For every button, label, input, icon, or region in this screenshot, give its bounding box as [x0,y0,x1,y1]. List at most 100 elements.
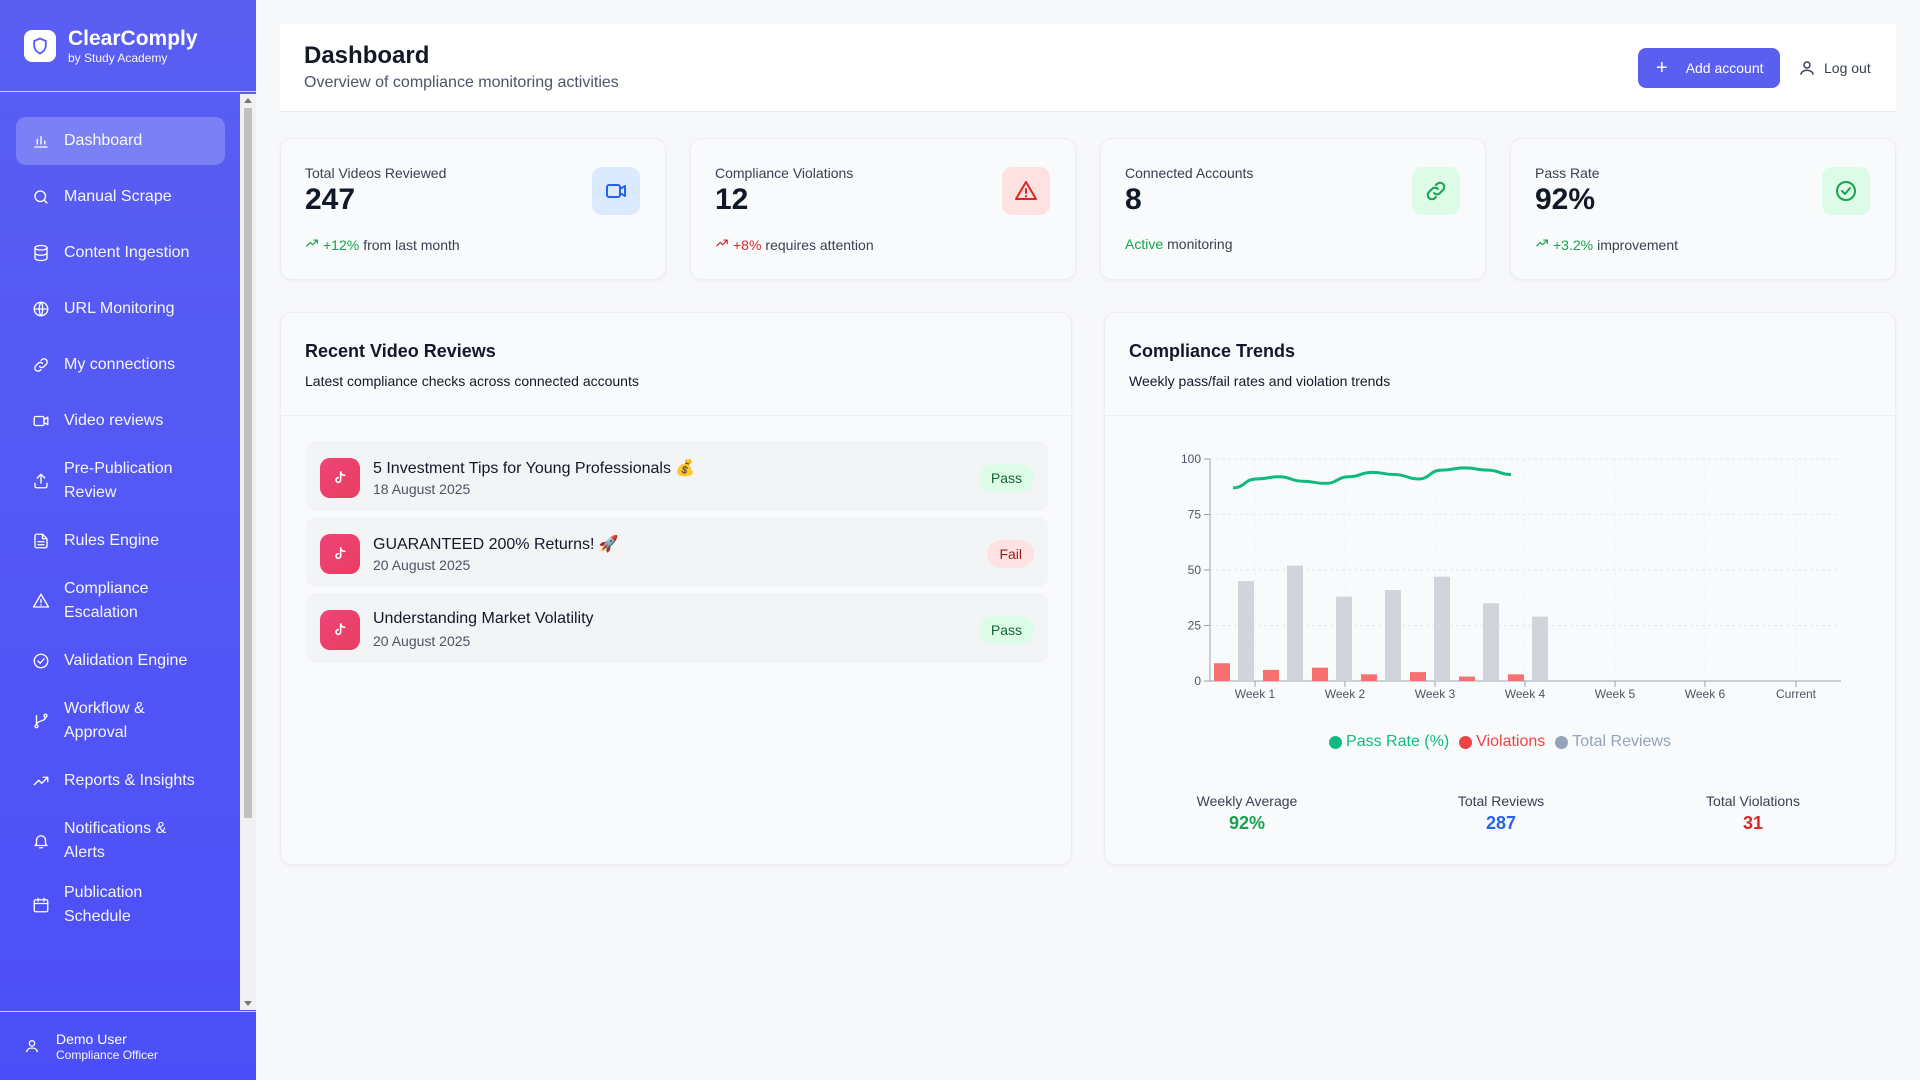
upload-icon [32,472,50,490]
logout-button[interactable]: Log out [1798,48,1871,88]
stat-footnote-text: requires attention [765,236,874,253]
user-role: Compliance Officer [56,1047,158,1062]
sidebar-nav-scroll[interactable]: Dashboard Manual Scrape Content Ingestion U… [0,93,256,1011]
list-item[interactable]: GUARANTEED 200% Returns! 🚀 20 August 2025… [306,517,1048,587]
summary-stat: Weekly Average 92% [1147,793,1347,834]
total-reviews-bar [1483,603,1499,681]
legend-item[interactable]: Pass Rate (%) [1329,733,1449,751]
sidebar-item-rules-engine[interactable]: Rules Engine [16,517,225,565]
check-circle-icon [32,652,50,670]
panel-subtitle: Latest compliance checks across connecte… [305,373,639,389]
sidebar-item-dashboard[interactable]: Dashboard [16,117,225,165]
stat-label: Compliance Violations [715,165,854,181]
x-tick-label: Week 6 [1685,687,1726,701]
x-tick-label: Week 2 [1325,687,1366,701]
total-reviews-bar [1336,596,1352,681]
list-item[interactable]: Understanding Market Volatility 20 August… [306,593,1048,663]
video-icon [32,412,50,430]
alert-triangle-icon [32,592,50,610]
sidebar-item-manual-scrape[interactable]: Manual Scrape [16,173,225,221]
stat-footnote: +12% from last month [305,236,460,253]
review-date: 18 August 2025 [373,481,471,497]
sidebar-item-notifications-alerts[interactable]: Notifications & Alerts [16,813,225,869]
panel-subtitle: Weekly pass/fail rates and violation tre… [1129,373,1391,389]
sidebar-item-pre-publication-review[interactable]: Pre-Publication Review [16,453,225,509]
status-badge: Fail [987,540,1034,568]
sidebar-item-video-reviews[interactable]: Video reviews [16,397,225,445]
compliance-trends-chart: 0 25 50 75 100 Week 1 Week 2 Week 3 Week 4 Week 5… [1181,452,1841,701]
compliance-trends-panel: Compliance Trends Weekly pass/fail rates… [1104,312,1896,865]
stat-label: Total Videos Reviewed [305,165,447,181]
legend-label: Total Reviews [1572,733,1671,750]
sidebar-item-url-monitoring[interactable]: URL Monitoring [16,285,225,333]
stat-card: Connected Accounts 8 Active monitoring [1100,138,1486,280]
stat-value: 247 [305,183,356,216]
legend-dot-icon [1555,735,1569,749]
sidebar: ClearComply by Study Academy Dashboard Ma… [0,0,256,1080]
scroll-down-icon[interactable] [244,1001,252,1006]
user-icon [24,1038,40,1054]
stat-footnote: Active monitoring [1125,236,1233,252]
git-branch-icon [32,712,50,730]
sidebar-item-publication-schedule[interactable]: Publication Schedule [16,877,225,933]
total-reviews-bar [1385,589,1401,681]
review-title: Understanding Market Volatility [373,610,594,627]
stat-footnote: +8% requires attention [715,236,874,253]
stat-value: 8 [1125,183,1142,216]
legend-item[interactable]: Violations [1459,733,1545,751]
check-circle-icon [1822,167,1870,215]
violations-bar [1214,663,1230,681]
stat-footnote-text: from last month [363,236,460,253]
stat-value: 92% [1535,183,1596,216]
chart-legend: Pass Rate (%) Violations Total Reviews [1105,733,1895,751]
sidebar-item-compliance-escalation[interactable]: Compliance Escalation [16,573,225,629]
scroll-up-icon[interactable] [244,98,252,103]
add-account-button[interactable]: + Add account [1638,48,1780,88]
list-item[interactable]: 5 Investment Tips for Young Professional… [306,441,1048,511]
calendar-icon [32,896,50,914]
violations-bar [1263,669,1279,681]
y-tick-label: 0 [1194,674,1201,688]
tiktok-icon [320,534,360,574]
sidebar-item-workflow-approval[interactable]: Workflow & Approval [16,693,225,749]
brand-name: ClearComply [68,26,198,50]
y-tick-label: 100 [1181,452,1201,466]
x-tick-label: Current [1776,687,1817,701]
user-profile[interactable]: Demo User Compliance Officer [0,1011,256,1080]
link-icon [1412,167,1460,215]
sidebar-item-label: My connections [64,356,176,373]
legend-item[interactable]: Total Reviews [1555,733,1671,751]
x-tick-label: Week 4 [1505,687,1546,701]
sidebar-scrollbar[interactable] [240,94,256,1010]
trending-up-icon [32,772,50,790]
sidebar-item-label: URL Monitoring [64,300,175,317]
sidebar-item-label: Pre-Publication Review [64,460,173,501]
user-name: Demo User [56,1030,127,1047]
stat-footnote: +3.2% improvement [1535,236,1678,253]
summary-stat: Total Violations 31 [1653,793,1853,834]
scrollbar-thumb[interactable] [244,108,252,818]
stat-delta: +8% [733,236,762,253]
recent-reviews-panel: Recent Video Reviews Latest compliance c… [280,312,1072,865]
bar-chart-icon [32,132,50,150]
sidebar-item-my-connections[interactable]: My connections [16,341,225,389]
sidebar-item-validation-engine[interactable]: Validation Engine [16,637,225,685]
summary-stat: Total Reviews 287 [1401,793,1601,834]
y-tick-label: 75 [1188,508,1202,522]
stat-delta: Active [1125,236,1164,252]
sidebar-item-content-ingestion[interactable]: Content Ingestion [16,229,225,277]
summary-value: 31 [1742,813,1764,833]
sidebar-item-label: Video reviews [64,412,164,429]
stat-card: Compliance Violations 12 +8% requires atten… [690,138,1076,280]
legend-label: Pass Rate (%) [1346,733,1450,750]
stat-card: Total Videos Reviewed 247 +12% from last mo… [280,138,666,280]
sidebar-item-reports-insights[interactable]: Reports & Insights [16,757,225,805]
sidebar-item-label: Content Ingestion [64,244,190,261]
trending-up-icon [715,236,729,253]
legend-dot-icon [1459,735,1473,749]
brand: ClearComply by Study Academy [0,0,256,92]
total-reviews-bar [1238,581,1254,681]
sidebar-item-label: Manual Scrape [64,188,172,205]
shield-icon [24,29,56,62]
legend-label: Violations [1476,733,1546,750]
